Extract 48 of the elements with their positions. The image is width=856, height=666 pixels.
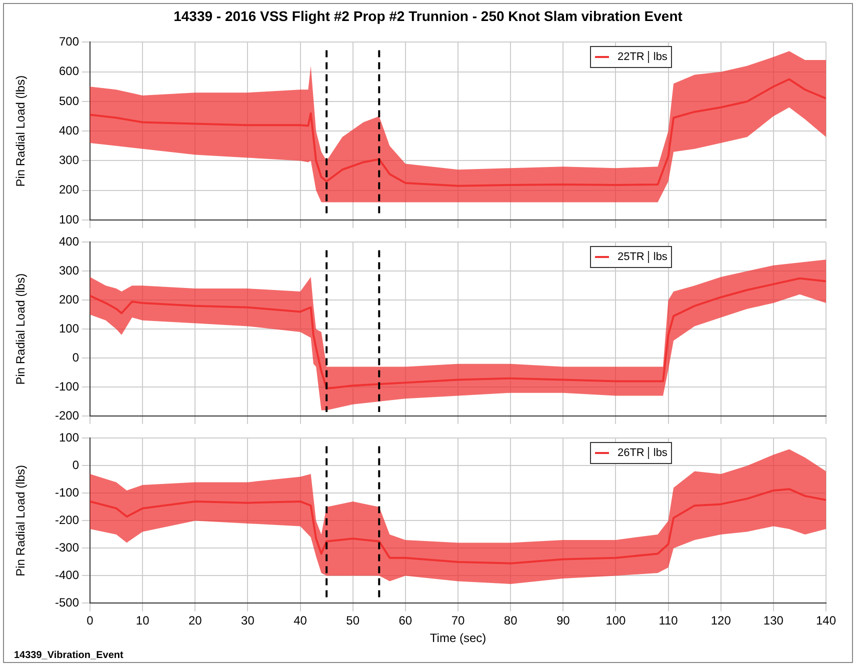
y-tick-label: -100 [54, 486, 80, 500]
y-tick-label: -200 [54, 513, 80, 528]
y-tick-label: 100 [58, 321, 80, 336]
y-axis-title: Pin Radial Load (lbs) [14, 75, 28, 187]
x-tick-label: 40 [294, 614, 308, 628]
y-tick-label: 700 [58, 34, 80, 49]
x-tick-label: 120 [710, 614, 732, 628]
y-tick-label: 300 [58, 263, 80, 278]
legend-label: 26TR [613, 447, 650, 460]
x-tick-label: 100 [606, 614, 626, 628]
y-axis-title: Pin Radial Load (lbs) [14, 464, 28, 576]
x-tick-label: 130 [763, 614, 784, 628]
chart-title: 14339 - 2016 VSS Flight #2 Prop #2 Trunnion - 250 Knot Slam vibration Event [172, 8, 684, 24]
y-tick-label: 100 [58, 212, 80, 226]
y-tick-label: 500 [58, 94, 80, 108]
y-tick-label: 400 [58, 234, 80, 249]
y-tick-label: 600 [58, 64, 80, 78]
y-tick-label: -100 [54, 379, 80, 394]
y-tick-label: 400 [58, 123, 80, 138]
x-tick-label: 10 [136, 614, 150, 628]
x-tick-label: 80 [504, 614, 518, 628]
y-tick-label: 300 [58, 153, 80, 168]
annotation: lbs [652, 447, 668, 460]
y-axis-title: Pin Radial Load (lbs) [14, 273, 28, 385]
y-tick-label: -300 [54, 540, 80, 555]
x-tick-label: 0 [86, 614, 94, 628]
x-tick-label: 20 [188, 614, 202, 628]
x-tick-label: 50 [346, 614, 360, 628]
y-tick-label: 0 [72, 350, 80, 364]
legend-label: 22TR [613, 51, 650, 64]
annotation: lbs [652, 251, 668, 264]
x-tick-label: 140 [816, 614, 836, 628]
x-tick-label: 60 [398, 614, 412, 628]
text: 14339_Vibration_Event [14, 650, 124, 661]
y-tick-label: 100 [58, 430, 80, 445]
x-tick-label: 30 [241, 614, 255, 628]
y-tick-label: -500 [54, 596, 80, 610]
x-tick-label: 90 [556, 614, 570, 628]
y-tick-label: 0 [72, 458, 80, 472]
legend-label: 25TR [613, 251, 650, 264]
x-axis-title: Time (sec) [430, 631, 486, 646]
x-tick-label: 70 [451, 614, 465, 628]
y-tick-label: -400 [54, 568, 80, 582]
x-tick-label: 110 [658, 614, 678, 628]
y-tick-label: 200 [58, 292, 80, 306]
y-tick-label: -200 [54, 408, 80, 422]
annotation: lbs [652, 51, 668, 64]
y-tick-label: 200 [58, 182, 80, 197]
